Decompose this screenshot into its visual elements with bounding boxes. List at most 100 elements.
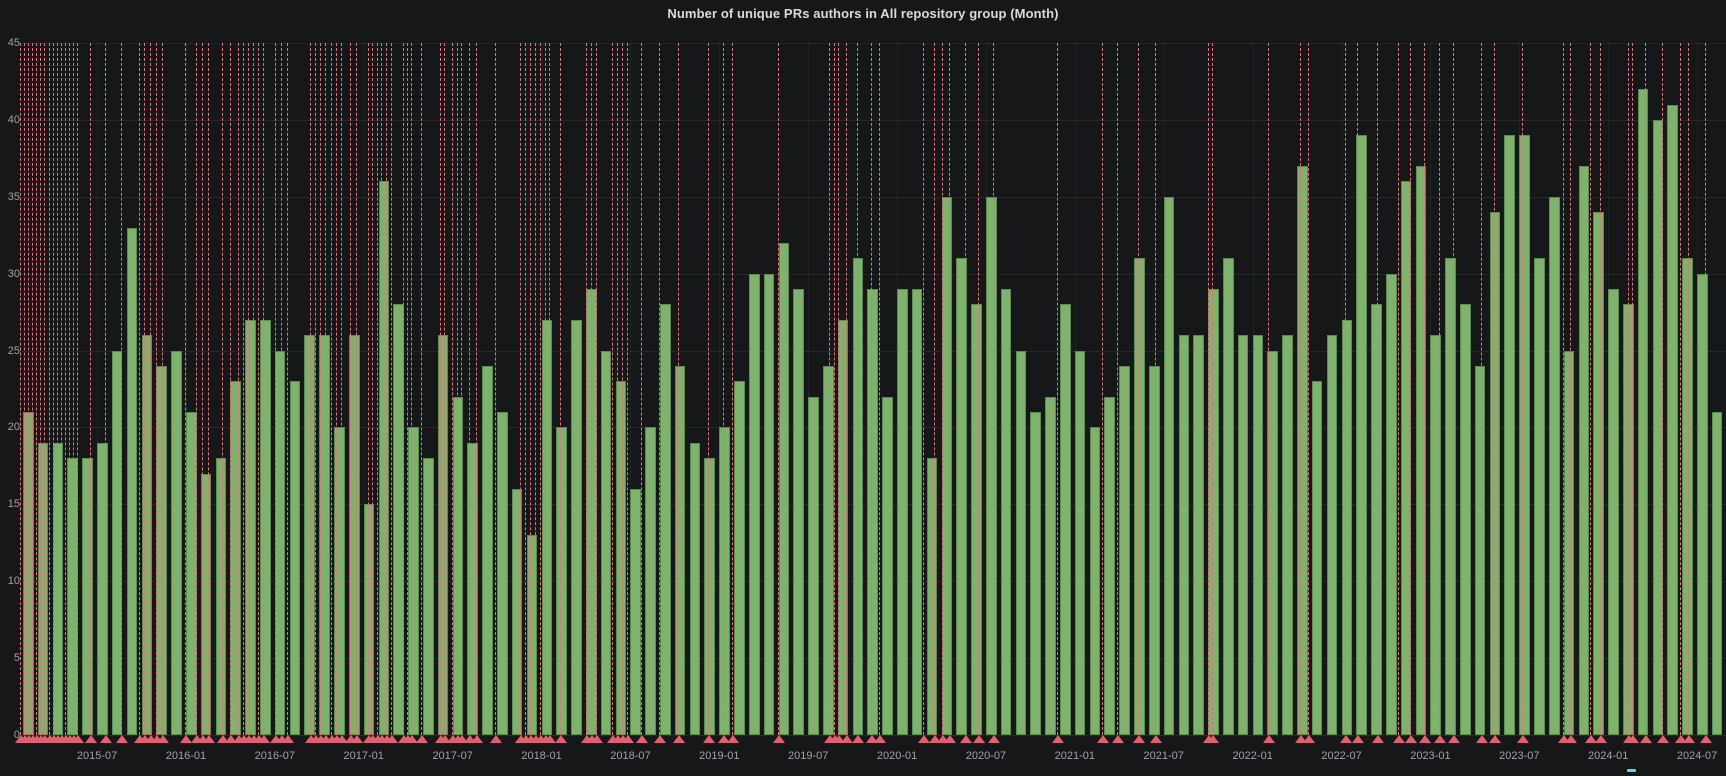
bar[interactable] [526, 535, 538, 735]
annotation-marker[interactable] [464, 735, 476, 743]
annotation-marker[interactable] [973, 735, 985, 743]
annotation-marker[interactable] [180, 735, 192, 743]
bar[interactable] [1297, 166, 1308, 735]
bar[interactable] [1460, 304, 1471, 735]
bar[interactable] [1667, 104, 1679, 735]
bar[interactable] [378, 181, 390, 735]
annotation-marker[interactable] [157, 735, 169, 743]
annotation-marker[interactable] [116, 735, 128, 743]
annotation-marker[interactable] [100, 735, 112, 743]
bar[interactable] [660, 304, 671, 735]
bar[interactable] [985, 196, 997, 735]
bar[interactable] [304, 335, 316, 735]
bar[interactable] [511, 488, 523, 735]
bar[interactable] [822, 365, 834, 735]
bar[interactable] [37, 442, 49, 735]
bar[interactable] [1015, 350, 1027, 735]
bar[interactable] [600, 350, 612, 735]
annotation-marker[interactable] [1052, 735, 1064, 743]
bar[interactable] [956, 258, 967, 735]
bar[interactable] [1163, 196, 1175, 735]
annotation-marker[interactable] [929, 735, 941, 743]
bar[interactable] [141, 335, 153, 735]
bar[interactable] [260, 319, 271, 735]
bar[interactable] [1534, 258, 1545, 735]
bar[interactable] [171, 350, 182, 735]
annotation-marker[interactable] [866, 735, 878, 743]
annotation-marker[interactable] [1489, 735, 1501, 743]
bar[interactable] [437, 335, 449, 735]
annotation-marker[interactable] [1585, 735, 1597, 743]
annotation-marker[interactable] [1657, 735, 1669, 743]
bar[interactable] [215, 458, 227, 735]
annotation-marker[interactable] [1448, 735, 1460, 743]
annotation-marker[interactable] [490, 735, 502, 743]
annotation-marker[interactable] [1675, 735, 1687, 743]
annotation-marker[interactable] [988, 735, 1000, 743]
annotation-marker[interactable] [1150, 735, 1162, 743]
bar[interactable] [763, 273, 775, 735]
bar[interactable] [230, 381, 241, 735]
bar[interactable] [734, 381, 745, 735]
annotation-marker[interactable] [1476, 735, 1488, 743]
bar[interactable] [334, 427, 345, 735]
bar[interactable] [1519, 135, 1530, 735]
annotation-marker[interactable] [1352, 735, 1364, 743]
bar[interactable] [1548, 196, 1560, 735]
annotation-marker[interactable] [718, 735, 730, 743]
bar[interactable] [1030, 412, 1041, 735]
bar[interactable] [1593, 212, 1604, 735]
bar[interactable] [1178, 335, 1190, 735]
bar[interactable] [1045, 396, 1056, 735]
annotation-marker[interactable] [351, 735, 363, 743]
annotation-marker[interactable] [673, 735, 685, 743]
annotation-marker[interactable] [555, 735, 567, 743]
bar[interactable] [778, 242, 790, 735]
bar[interactable] [793, 289, 804, 735]
annotation-marker[interactable] [1517, 735, 1529, 743]
bar[interactable] [1326, 335, 1338, 735]
bar[interactable] [1356, 135, 1367, 735]
bar[interactable] [1578, 166, 1590, 735]
bar[interactable] [319, 335, 330, 735]
annotation-marker[interactable] [439, 735, 451, 743]
bar[interactable] [467, 442, 479, 735]
annotation-marker[interactable] [217, 735, 229, 743]
annotation-marker[interactable] [336, 735, 348, 743]
bar[interactable] [97, 442, 108, 735]
bar[interactable] [422, 458, 434, 735]
bar[interactable] [1119, 365, 1130, 735]
annotation-marker[interactable] [258, 735, 270, 743]
annotation-marker[interactable] [85, 735, 97, 743]
bar[interactable] [1341, 319, 1353, 735]
annotation-marker[interactable] [471, 735, 483, 743]
bar[interactable] [556, 427, 567, 735]
bar[interactable] [1282, 335, 1293, 735]
annotation-marker[interactable] [622, 735, 634, 743]
bar[interactable] [971, 304, 982, 735]
annotation-marker[interactable] [841, 735, 853, 743]
bar[interactable] [630, 488, 641, 735]
bar[interactable] [245, 319, 256, 735]
annotation-marker[interactable] [727, 735, 739, 743]
bar[interactable] [541, 319, 553, 735]
annotation-marker[interactable] [1303, 735, 1315, 743]
bar[interactable] [1563, 350, 1575, 735]
bar[interactable] [897, 289, 908, 735]
bar[interactable] [571, 319, 582, 735]
annotation-marker[interactable] [1627, 735, 1639, 743]
annotation-marker[interactable] [1558, 735, 1570, 743]
bar[interactable] [1697, 273, 1708, 735]
bar[interactable] [482, 365, 493, 735]
annotation-marker[interactable] [1207, 735, 1219, 743]
bar[interactable] [82, 458, 93, 735]
annotation-marker[interactable] [386, 735, 398, 743]
bar[interactable] [941, 196, 953, 735]
bar[interactable] [1104, 396, 1116, 735]
annotation-marker[interactable] [1640, 735, 1652, 743]
bar[interactable] [1222, 258, 1234, 735]
bar[interactable] [185, 412, 197, 735]
bar[interactable] [126, 227, 138, 735]
annotation-marker[interactable] [944, 735, 956, 743]
bar[interactable] [408, 427, 419, 735]
